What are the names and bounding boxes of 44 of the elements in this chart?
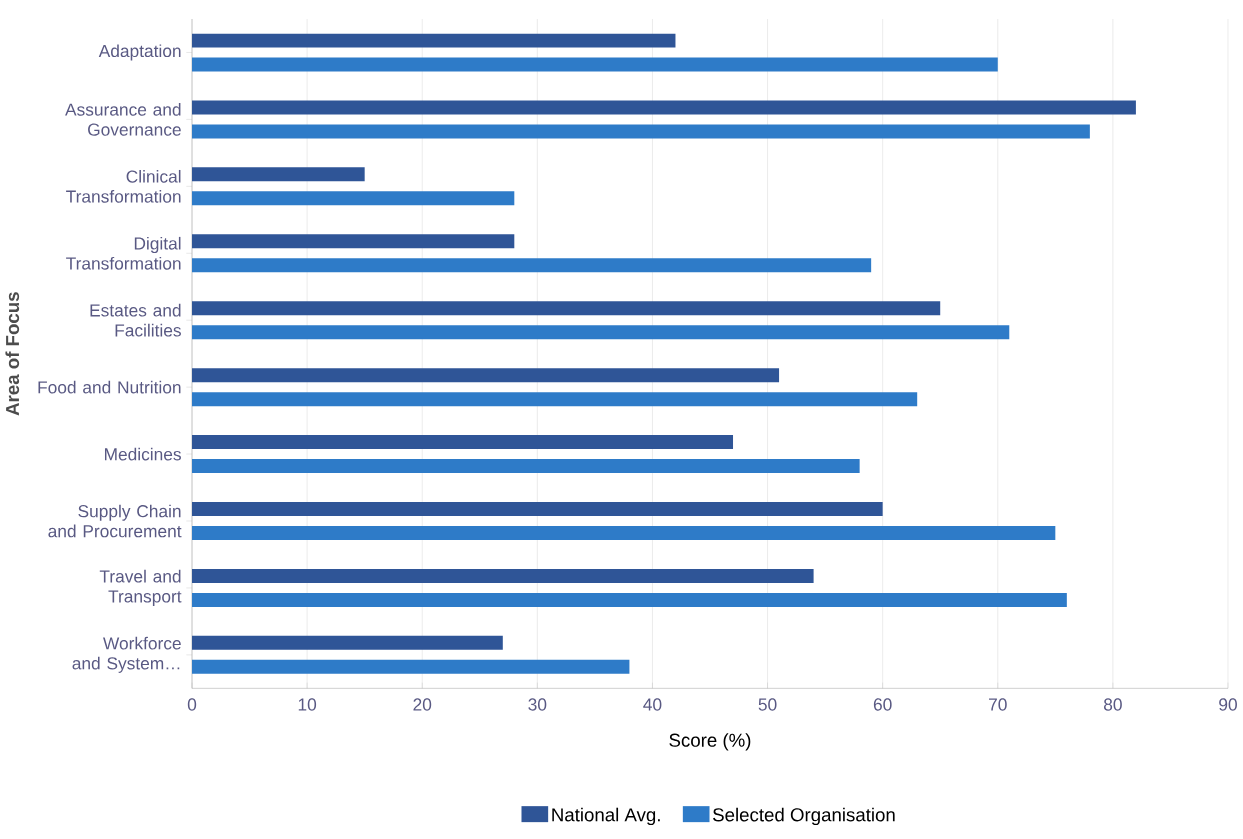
y-tick-label: Digital Transformation [66,236,181,270]
x-tick-label: 80 [1103,698,1122,711]
y-tick-label: Medicines [104,447,181,461]
bar [192,301,941,316]
x-tick-label: 60 [873,698,892,711]
y-tick-label: Food and Nutrition [38,380,181,394]
x-tick-label: 20 [413,698,432,711]
bar [192,33,676,48]
bar [192,167,365,182]
y-tick-label: Estates and Facilities [90,303,181,337]
x-tick-label: 10 [298,698,317,711]
bar [192,526,1056,540]
x-axis-title: Score (%) [669,733,751,751]
bar [192,191,515,206]
bar [192,659,630,674]
x-tick-label: 50 [758,698,777,711]
x-tick-label: 0 [187,698,197,711]
bar [192,100,1136,115]
bar [192,502,883,516]
y-tick-label: Workforce and System… [72,636,181,673]
bar [192,435,734,450]
bar [192,234,515,249]
bar [192,392,918,407]
x-tick-label: 90 [1219,698,1237,711]
x-tick-label: 40 [643,698,662,711]
bar [192,325,1010,340]
y-tick-label: Clinical Transformation [66,169,181,203]
y-tick-label: Assurance and Governance [65,103,181,136]
bar [192,57,998,72]
legend-label: Selected Organisation [713,807,895,826]
bar [192,459,860,474]
bar [192,568,814,583]
y-axis-title: Area of Focus [5,292,20,416]
y-tick-label: Travel and Transport [99,569,182,607]
bar [192,635,503,650]
bar [192,592,1067,607]
y-tick-label: Adaptation [98,44,181,61]
legend-label: National Avg. [552,807,660,826]
bar [192,368,780,383]
x-tick-label: 70 [989,698,1007,711]
y-tick-label: Supply Chain and Procurement [48,504,182,538]
bar [192,258,872,273]
bar [192,124,1090,139]
x-tick-label: 30 [528,698,547,711]
